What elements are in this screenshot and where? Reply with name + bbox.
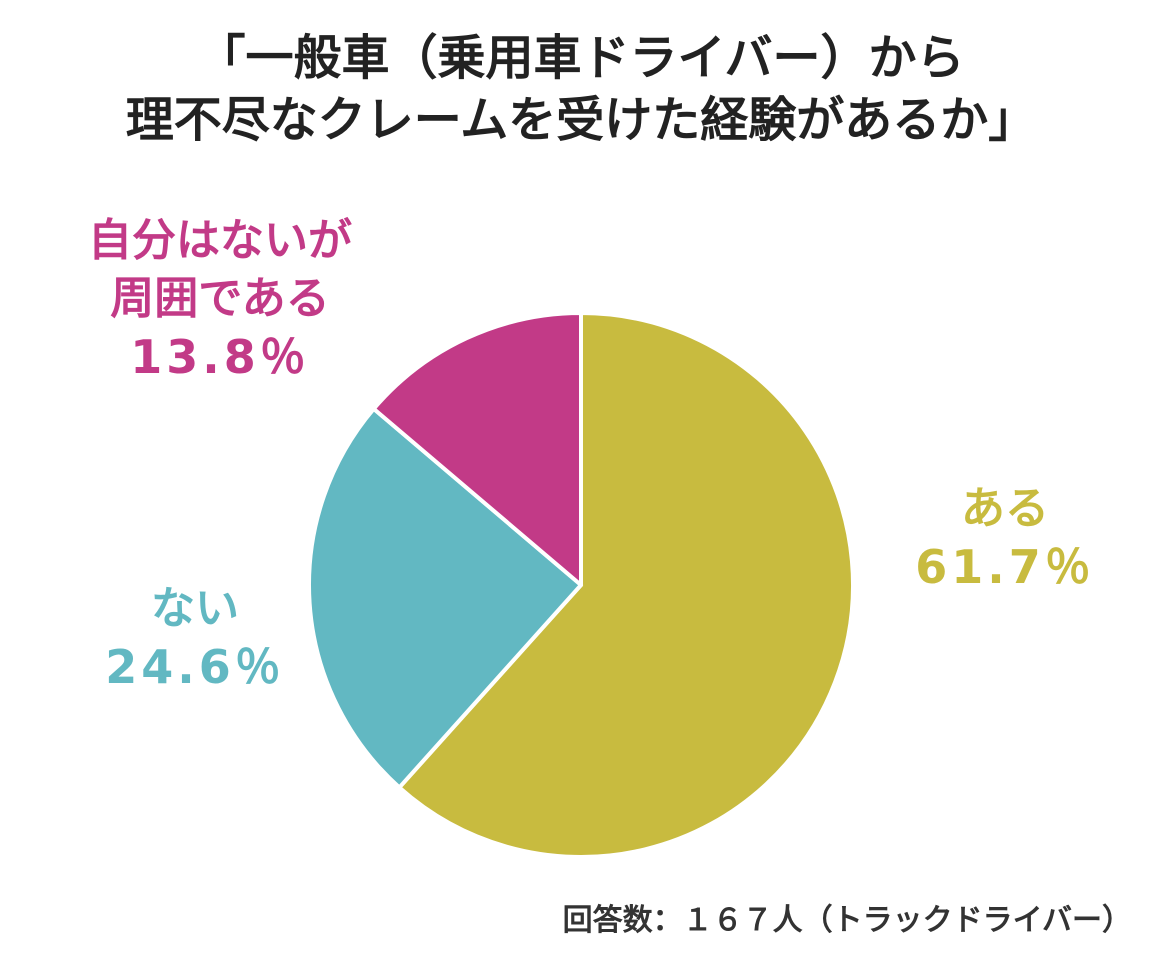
slice-value-label: 61.7％	[915, 540, 1095, 594]
slice-value-label: 13.8％	[130, 330, 310, 384]
slice-label-text: ある	[961, 483, 1049, 534]
slice-label-no: ない 24.6％	[80, 580, 310, 696]
slice-value-label: 24.6％	[105, 640, 285, 694]
slice-label-text: 周囲である	[110, 273, 330, 324]
respondent-note: 回答数：１６７人（トラックドライバー）	[562, 903, 1132, 938]
pie-slice-nearby	[371, 311, 583, 587]
slice-label-text: 自分はないが	[88, 215, 352, 266]
pie-slice-yes	[397, 311, 855, 859]
pie-slice-no	[307, 406, 583, 790]
slice-label-text: ない	[151, 583, 239, 634]
slice-label-nearby: 自分はないが 周囲である 13.8％	[40, 212, 400, 386]
slice-label-yes: ある 61.7％	[890, 480, 1120, 596]
chart-title-line-2: 理不尽なクレームを受けた経験があるか」	[125, 92, 1037, 148]
chart-title-line-1: 「一般車（乗用車ドライバー）から	[197, 30, 965, 86]
